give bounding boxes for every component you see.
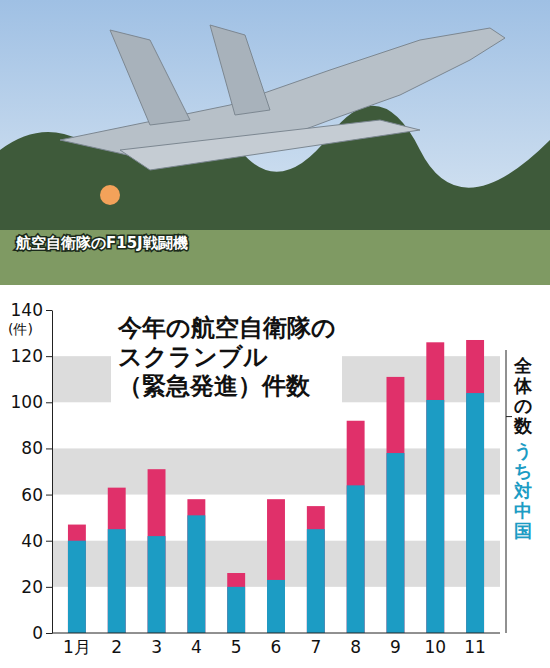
bar — [267, 499, 285, 633]
x-tick-label: 11 — [464, 637, 486, 657]
x-tick: 6 — [271, 633, 282, 657]
y-axis: 0 20 40 60 80 100 120 140 — [11, 300, 53, 643]
y-tick: 140 — [11, 300, 52, 320]
bar — [227, 573, 245, 633]
x-tick: 8 — [350, 633, 361, 657]
legend-label: 全体の数 — [513, 355, 533, 436]
y-tick: 80 — [21, 438, 52, 458]
y-tick: 60 — [21, 485, 52, 505]
x-tick: 7 — [310, 633, 321, 657]
title-ground — [111, 310, 342, 404]
bar — [148, 536, 166, 633]
y-axis-title: (件) — [8, 321, 33, 337]
bar — [307, 506, 325, 633]
y-tick-label: 120 — [11, 346, 43, 366]
x-axis-line — [52, 633, 500, 634]
legend-bracket-tick — [506, 416, 512, 417]
x-tick: 2 — [111, 633, 122, 657]
bar — [386, 377, 404, 633]
bar — [187, 499, 205, 633]
bar — [68, 541, 86, 633]
x-tick-label: 3 — [151, 637, 162, 657]
bar — [148, 469, 166, 633]
y-tick-mark — [46, 633, 52, 634]
x-tick-label: 1月 — [63, 637, 91, 657]
bar — [187, 515, 205, 633]
y-tick-label: 0 — [32, 623, 43, 643]
bar — [466, 393, 484, 633]
bar — [386, 453, 404, 633]
legend: 全体の数うち対中国 — [506, 350, 533, 633]
bar — [426, 342, 444, 633]
y-tick: 0 — [32, 623, 52, 643]
y-tick-label: 40 — [21, 531, 43, 551]
bar — [68, 525, 86, 633]
bar — [426, 400, 444, 633]
y-tick-mark — [46, 356, 52, 357]
x-tick-label: 4 — [191, 637, 202, 657]
photo-jet-wing — [120, 120, 420, 170]
series — [68, 393, 484, 633]
x-tick: 5 — [231, 633, 242, 657]
x-tick-label: 9 — [390, 637, 401, 657]
photo-jet-tail — [110, 25, 270, 125]
y-tick-mark — [46, 541, 52, 542]
x-tick: 9 — [390, 633, 401, 657]
y-tick-label: 80 — [21, 438, 43, 458]
y-tick-label: 20 — [21, 577, 43, 597]
title-line: （緊急発進）件数 — [118, 372, 311, 400]
x-tick: 4 — [191, 633, 202, 657]
x-tick: 11 — [464, 633, 486, 657]
y-tick-mark — [46, 402, 52, 403]
title: 今年の航空自衛隊のスクランブル（緊急発進）件数 — [111, 310, 342, 404]
series — [68, 340, 484, 633]
title-line: スクランブル — [118, 343, 268, 371]
x-tick-label: 8 — [350, 637, 361, 657]
legend-bracket — [506, 350, 507, 633]
photo-caption: 航空自衛隊のF15J戦闘機 — [15, 234, 188, 252]
x-axis: 1月 2 3 4 5 6 7 8 9 10 11 — [52, 633, 500, 657]
x-tick-label: 2 — [111, 637, 122, 657]
y-tick-mark — [46, 495, 52, 496]
chart: 航空自衛隊のF15J戦闘機 0 20 40 60 80 100 120 140 1月 2 3 4 5 6 7 8… — [0, 0, 550, 668]
x-tick-label: 7 — [310, 637, 321, 657]
photo-sky — [0, 0, 550, 285]
y-tick-label: 60 — [21, 485, 43, 505]
y-tick-label: 100 — [11, 392, 43, 412]
x-tick-label: 6 — [271, 637, 282, 657]
y-tick: 120 — [11, 346, 52, 366]
y-tick-mark — [46, 448, 52, 449]
photo-exhaust — [100, 185, 120, 205]
x-tick: 1月 — [63, 633, 91, 657]
x-tick: 3 — [151, 633, 162, 657]
y-tick: 20 — [21, 577, 52, 597]
y-axis-line — [52, 311, 53, 634]
bar — [347, 421, 365, 633]
y-tick-mark — [46, 310, 52, 311]
y-tick-mark — [46, 587, 52, 588]
y-tick-label: 140 — [11, 300, 43, 320]
legend-label: うち対中国 — [513, 440, 532, 541]
photo: 航空自衛隊のF15J戦闘機 — [0, 0, 550, 285]
bars — [68, 340, 484, 633]
y-tick: 40 — [21, 531, 52, 551]
bar — [466, 340, 484, 633]
bar — [108, 529, 126, 633]
bar — [108, 488, 126, 633]
bar — [347, 485, 365, 633]
y-tick: 100 — [11, 392, 52, 412]
bar — [227, 587, 245, 633]
x-tick: 10 — [424, 633, 446, 657]
title-line: 今年の航空自衛隊の — [117, 314, 336, 342]
x-tick-label: 10 — [424, 637, 446, 657]
bar — [267, 580, 285, 633]
x-tick-label: 5 — [231, 637, 242, 657]
bar — [307, 529, 325, 633]
photo-grass — [0, 230, 550, 285]
